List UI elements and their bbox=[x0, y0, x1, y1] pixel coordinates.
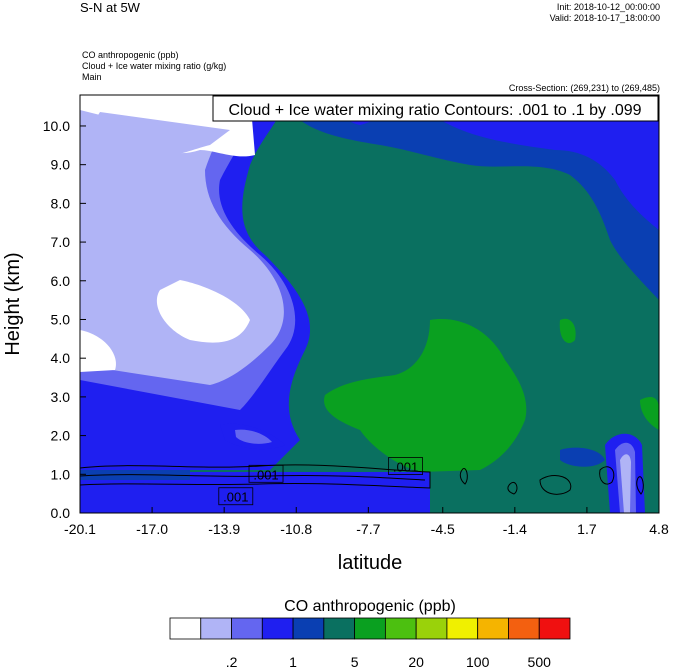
x-tick-label: -4.5 bbox=[431, 521, 455, 537]
contour-label-box bbox=[248, 464, 284, 483]
colorbar-swatch bbox=[477, 617, 509, 640]
y-tick-label: 6.0 bbox=[51, 273, 71, 289]
field-name-co: CO anthropogenic (ppb) bbox=[82, 50, 179, 60]
y-tick-label: 3.0 bbox=[51, 389, 71, 405]
field-name-main: Main bbox=[82, 72, 102, 82]
colorbar-label: 100 bbox=[466, 654, 490, 668]
x-tick-label: -20.1 bbox=[64, 521, 96, 537]
x-tick-label: 4.8 bbox=[649, 521, 669, 537]
colorbar-swatch bbox=[508, 617, 540, 640]
contour-label: .001 bbox=[393, 460, 418, 475]
x-tick-label: -7.7 bbox=[356, 521, 380, 537]
contour-label: .001 bbox=[223, 490, 248, 505]
y-tick-label: 4.0 bbox=[51, 350, 71, 366]
colorbar-swatch bbox=[231, 617, 263, 640]
contour-legend-box bbox=[212, 95, 659, 122]
x-ticks: -20.1 -17.0 -13.9 -10.8 -7.7 -4.5 -1.4 1.7 4.8 bbox=[64, 507, 669, 537]
colorbar bbox=[169, 617, 571, 640]
x-tick-label: 1.7 bbox=[577, 521, 597, 537]
x-tick-label: -10.8 bbox=[280, 521, 312, 537]
colorbar-swatch bbox=[446, 617, 479, 640]
colorbar-label: 5 bbox=[351, 654, 359, 668]
colorbar-label: .2 bbox=[226, 654, 238, 668]
co-field bbox=[80, 95, 659, 513]
y-tick-label: 0.0 bbox=[51, 505, 71, 521]
colorbar-label: 20 bbox=[408, 654, 424, 668]
colorbar-label: 500 bbox=[528, 654, 552, 668]
colorbar-labels: .2 1 5 20 100 500 bbox=[226, 654, 551, 668]
field-name-cloud: Cloud + Ice water mixing ratio (g/kg) bbox=[82, 61, 227, 71]
contour-legend-text: Cloud + Ice water mixing ratio Contours:… bbox=[228, 102, 641, 119]
y-tick-label: 10.0 bbox=[43, 118, 70, 134]
colorbar-label: 1 bbox=[289, 654, 297, 668]
colorbar-swatch bbox=[384, 617, 417, 640]
cross-section-label: Cross-Section: (269,231) to (269,485) bbox=[508, 83, 660, 93]
colorbar-swatch bbox=[354, 617, 386, 640]
y-tick-label: 9.0 bbox=[51, 157, 71, 173]
contour-label: .001 bbox=[253, 467, 278, 482]
plot-title: S-N at 5W bbox=[80, 0, 140, 15]
valid-time: Valid: 2018-10-17_18:00:00 bbox=[549, 13, 660, 23]
contour-label-layer: .001 .001 .001 bbox=[218, 457, 423, 506]
colorbar-swatch bbox=[169, 617, 202, 640]
cloud-contours bbox=[80, 464, 644, 495]
x-tick-label: -13.9 bbox=[208, 521, 240, 537]
colorbar-swatch bbox=[538, 617, 571, 640]
y-axis-title: Height (km) bbox=[2, 252, 24, 355]
init-time: Init: 2018-10-12_00:00:00 bbox=[556, 2, 660, 12]
colorbar-swatch bbox=[200, 617, 232, 640]
colorbar-swatch bbox=[292, 617, 325, 640]
y-tick-label: 8.0 bbox=[51, 195, 71, 211]
y-tick-label: 7.0 bbox=[51, 234, 71, 250]
colorbar-title: CO anthropogenic (ppb) bbox=[284, 598, 456, 615]
plot-frame bbox=[79, 94, 660, 514]
y-tick-label: 5.0 bbox=[51, 311, 71, 327]
colorbar-swatch bbox=[323, 617, 356, 640]
x-tick-label: -17.0 bbox=[136, 521, 168, 537]
x-axis-title: latitude bbox=[338, 552, 403, 574]
colorbar-swatch bbox=[261, 617, 294, 640]
colorbar-swatch bbox=[415, 617, 448, 640]
contour-label-box bbox=[388, 457, 423, 475]
y-ticks: 0.0 1.0 2.0 3.0 4.0 5.0 6.0 7.0 8.0 9.0 10.0 bbox=[43, 118, 86, 521]
y-tick-label: 1.0 bbox=[51, 466, 71, 482]
contour-label-box bbox=[218, 487, 254, 506]
x-tick-label: -1.4 bbox=[503, 521, 527, 537]
y-tick-label: 2.0 bbox=[51, 428, 71, 444]
